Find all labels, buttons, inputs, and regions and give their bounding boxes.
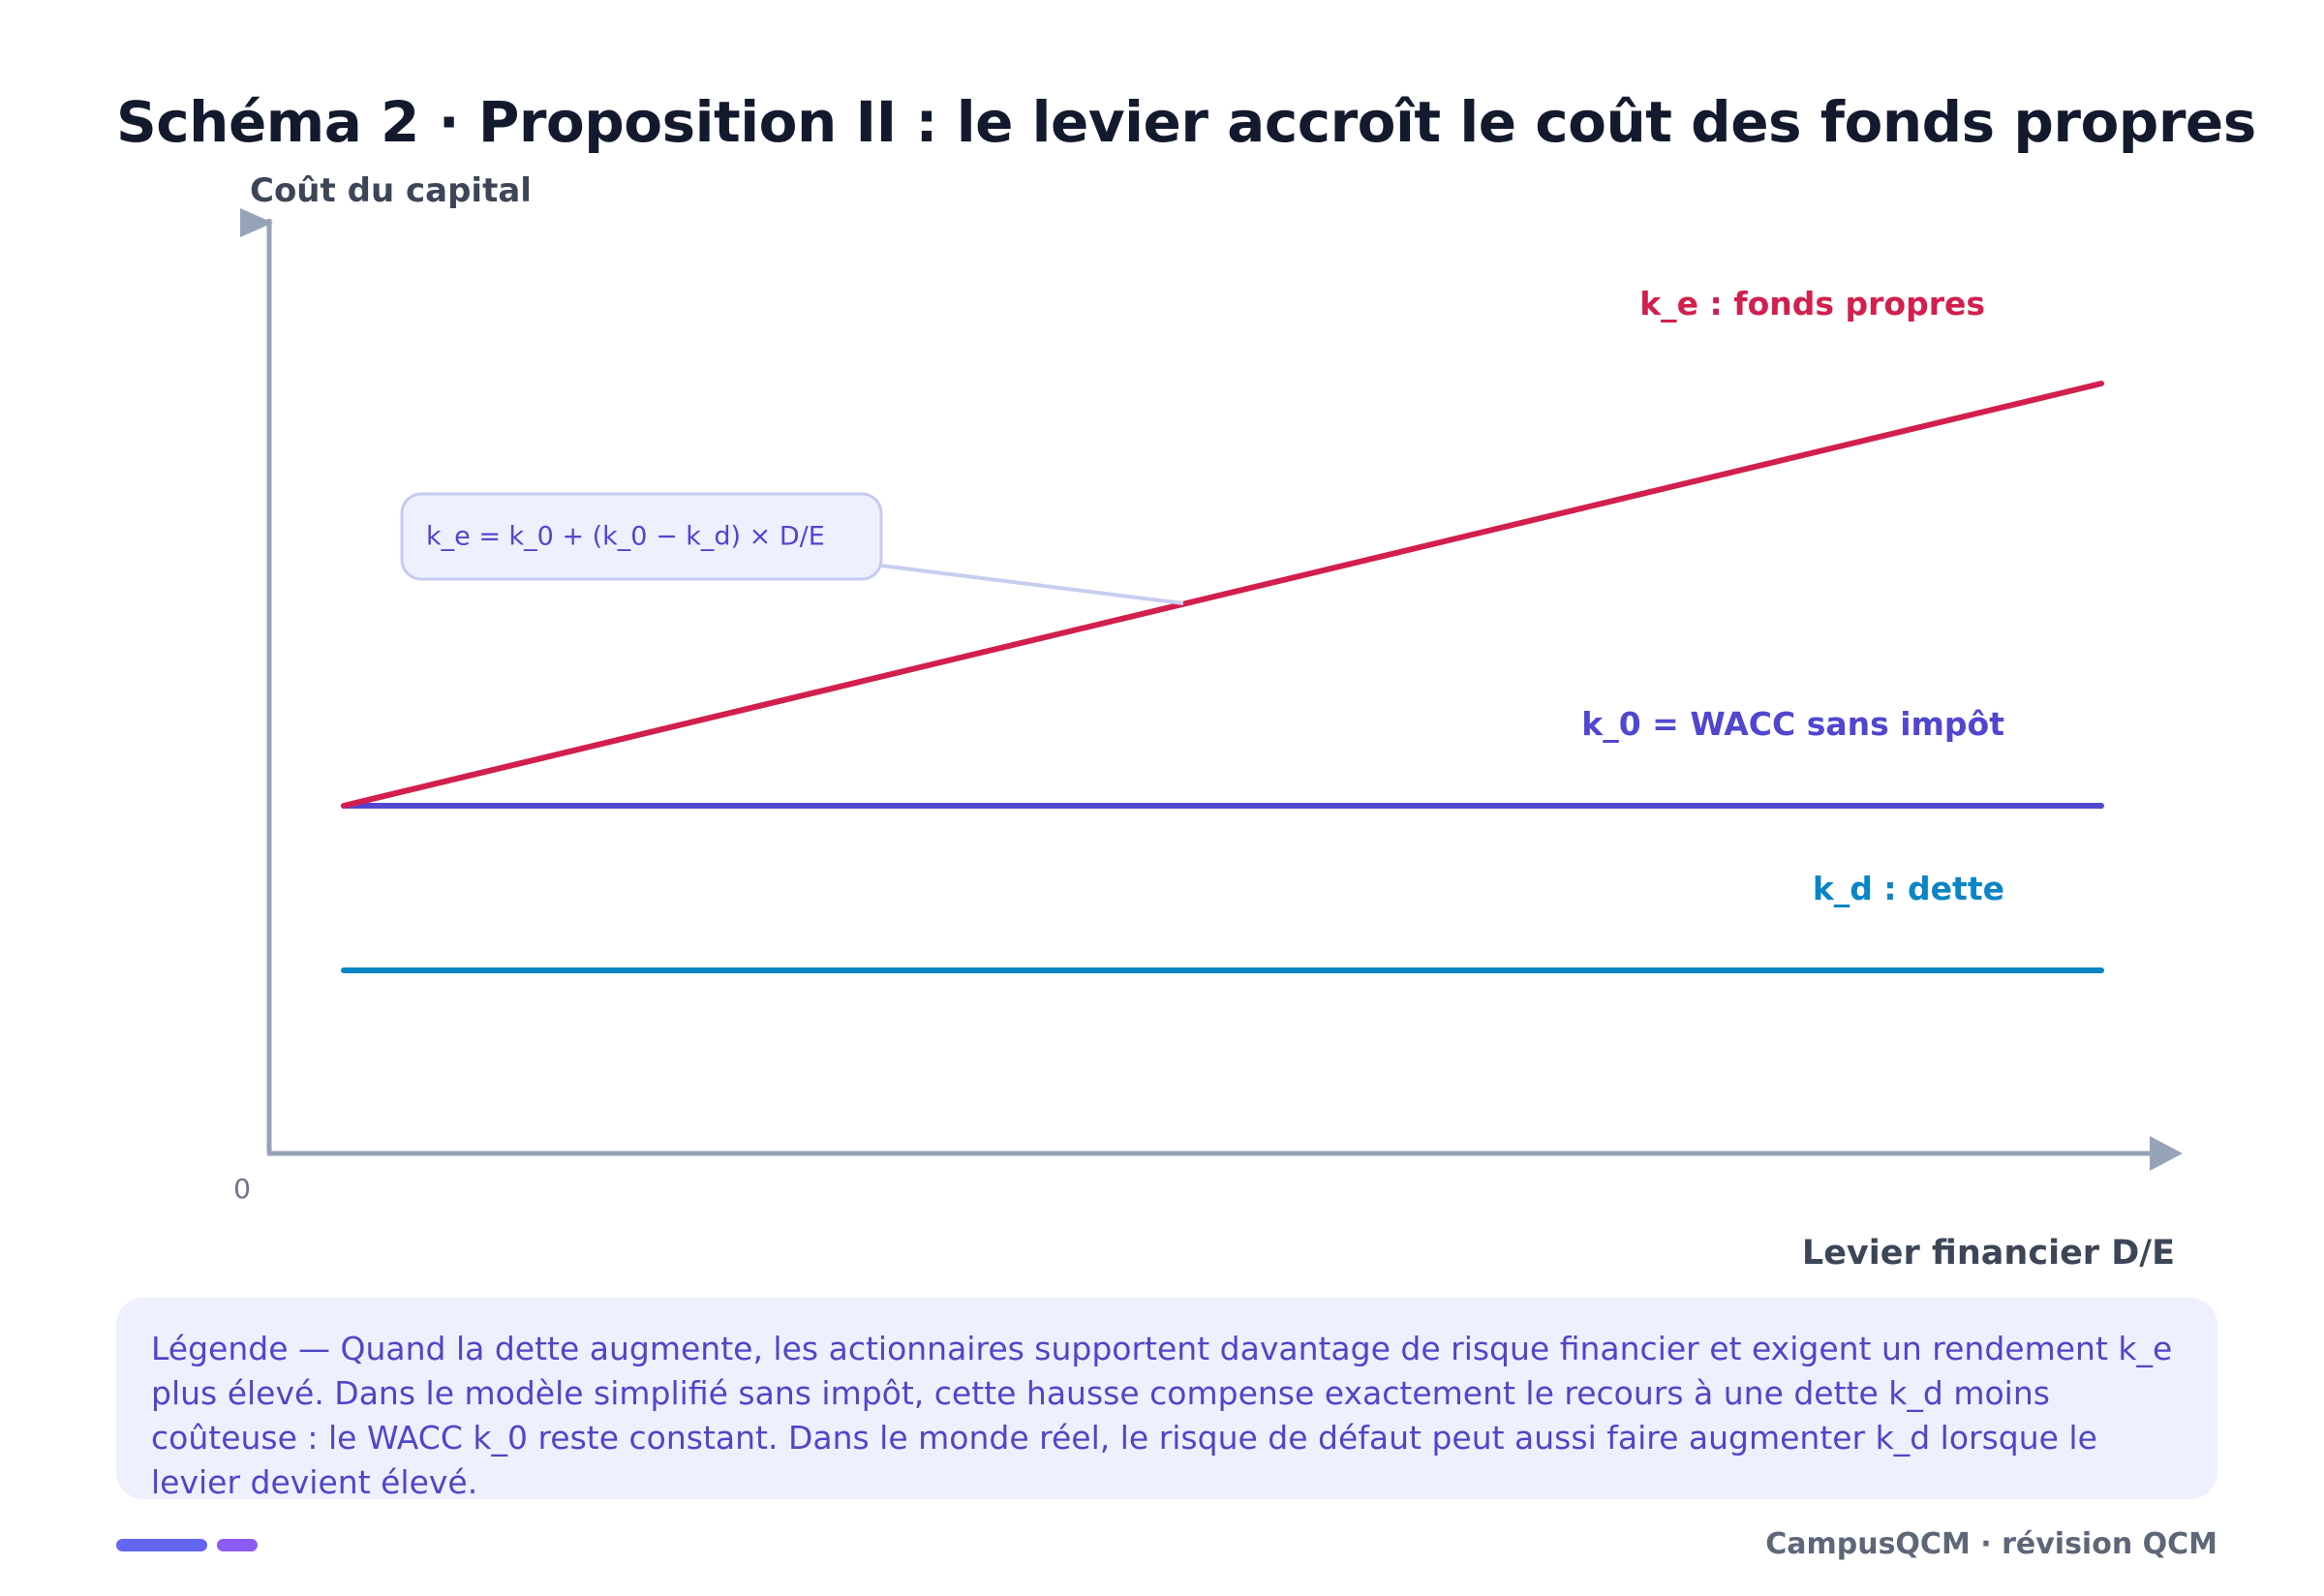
k-d-label: k_d : dette	[1813, 870, 2004, 907]
x-axis-arrow	[2150, 1136, 2183, 1171]
formula-text: k_e = k_0 + (k_0 − k_d) × D/E	[426, 522, 825, 552]
y-axis-label: Coût du capital	[250, 171, 532, 210]
brand-bar-primary	[116, 1539, 207, 1551]
k-e-line	[341, 381, 2104, 809]
origin-label: 0	[233, 1173, 251, 1205]
brand-bar-secondary	[217, 1539, 258, 1551]
diagram-title: Schéma 2 · Proposition II : le levier ac…	[116, 89, 2256, 155]
formula-leader	[880, 564, 1184, 605]
k-0-label: k_0 = WACC sans impôt	[1581, 705, 2004, 743]
y-axis-arrow	[240, 208, 273, 237]
formula-box	[400, 492, 883, 581]
x-axis-label: Levier financier D/E	[1802, 1234, 2175, 1273]
legend-caption: Légende — Quand la dette augmente, les a…	[116, 1298, 2217, 1501]
footer-credit: CampusQCM · révision QCM	[1765, 1527, 2217, 1561]
k-e-label: k_e : fonds propres	[1639, 285, 1985, 322]
